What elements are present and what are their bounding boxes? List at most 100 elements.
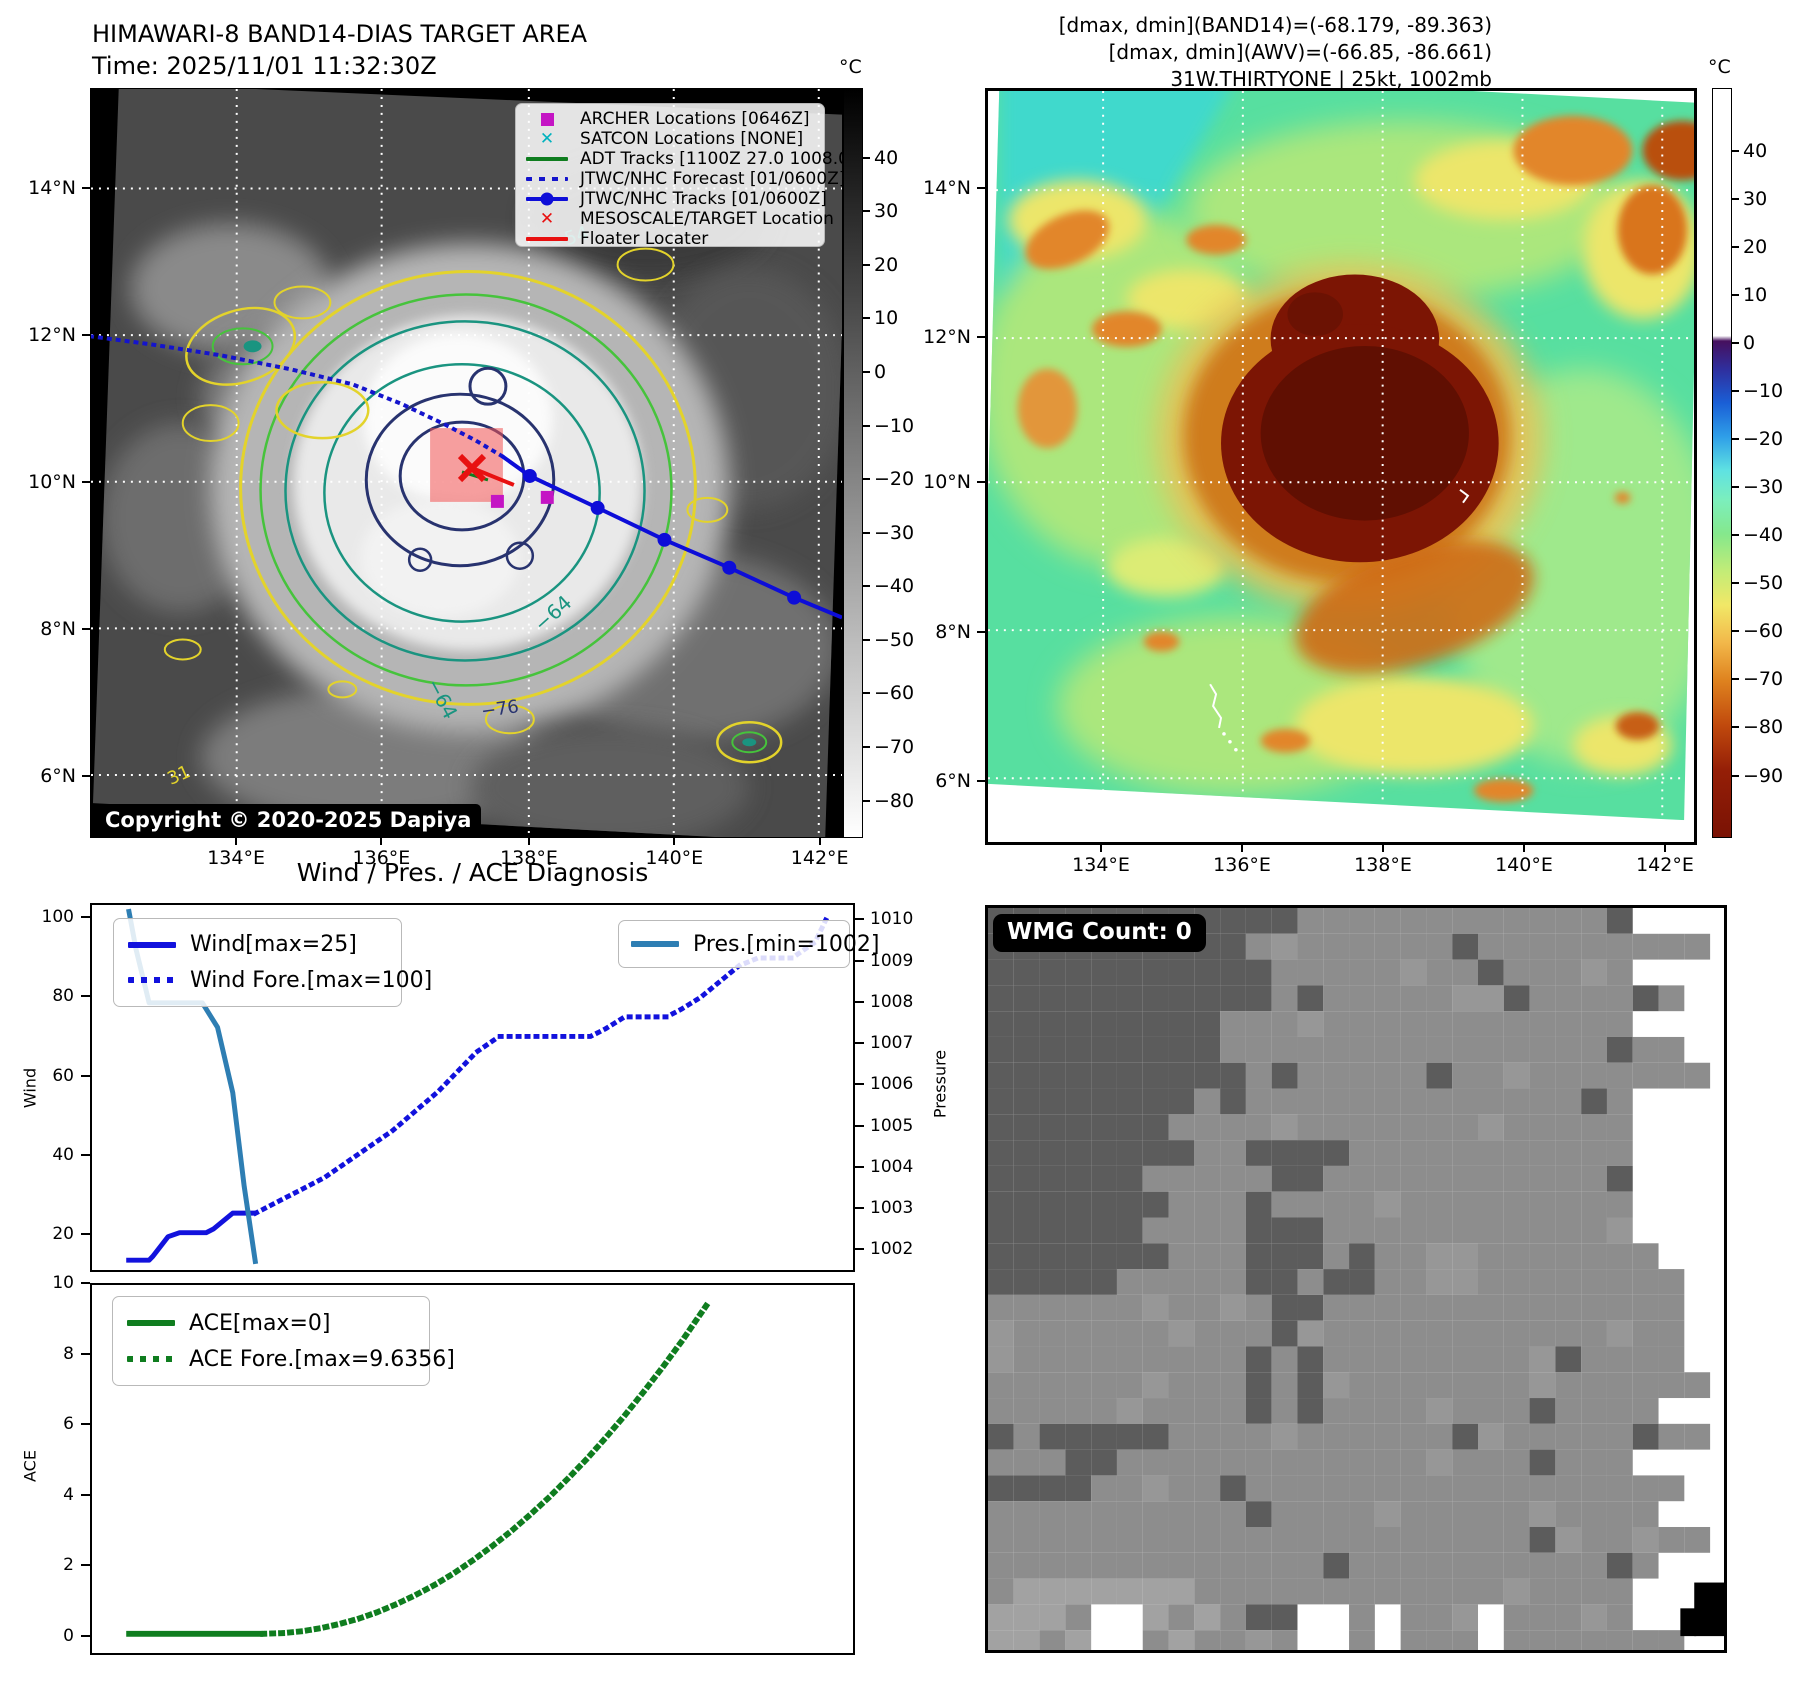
island-outline [1209, 683, 1223, 729]
tick-mark [81, 1493, 90, 1496]
y-tick-label: 1007 [870, 1033, 914, 1054]
tick-mark [1732, 630, 1739, 633]
y-tick-label: 1002 [870, 1239, 914, 1260]
tick-mark [855, 1042, 864, 1045]
dmax-dmin-awv: [dmax, dmin](AWV)=(-66.85, -86.661) [1108, 40, 1492, 64]
tick-mark [81, 1153, 90, 1156]
solid-legend-marker-icon [125, 1320, 177, 1326]
legend-item: Floater Locater [524, 229, 816, 249]
tick-mark [863, 531, 870, 534]
colorbar-tick-label: −50 [1743, 572, 1784, 595]
legend-label: Wind Fore.[max=100] [190, 967, 433, 993]
y-tick-label: 8 [63, 1343, 74, 1364]
y-tick-label: 1010 [870, 909, 914, 930]
band14-colorbar [843, 88, 863, 838]
y-tick-label: 20 [52, 1224, 74, 1245]
legend-label: ARCHER Locations [0646Z] [580, 109, 810, 129]
storm-track-overlay [91, 334, 842, 620]
colorbar-tick-label: 0 [1743, 331, 1756, 354]
solid-legend-marker-icon [524, 157, 570, 161]
y-tick-label: 100 [41, 906, 74, 927]
dotted-legend-marker-icon [125, 1356, 177, 1362]
y-tick-label: 1004 [870, 1156, 914, 1177]
colorbar-tick-label: 20 [1743, 235, 1768, 258]
tick-mark [863, 585, 870, 588]
tick-mark [855, 1083, 864, 1086]
legend-item: Pres.[min=1002] [629, 932, 880, 957]
legend-label: ACE[max=0] [189, 1310, 331, 1336]
legend-label: ACE Fore.[max=9.6356] [189, 1346, 455, 1372]
tick-mark [380, 838, 383, 845]
tick-mark [863, 317, 870, 320]
lon-tick-label: 134°E [207, 847, 265, 869]
tick-mark [977, 481, 985, 484]
awv-header: [dmax, dmin](BAND14)=(-68.179, -89.363) [… [1000, 12, 1492, 93]
pres-legend: Pres.[min=1002] [618, 920, 880, 968]
legend-label: ADT Tracks [1100Z 27.0 1008.0] [580, 149, 856, 169]
legend-item: ACE Fore.[max=9.6356] [125, 1347, 455, 1372]
tick-mark [1732, 197, 1739, 200]
lat-tick-label: 12°N [28, 323, 76, 346]
tick-mark [863, 478, 870, 481]
tick-mark [1100, 845, 1103, 852]
legend-item: JTWC/NHC Tracks [01/0600Z] [524, 189, 827, 209]
tick-mark [81, 995, 90, 998]
x-legend-marker-icon: ✕ [539, 128, 555, 149]
colorbar-tick-label: −30 [1743, 476, 1784, 499]
tick-mark [82, 480, 90, 483]
solid-legend-marker-icon [629, 941, 681, 947]
tick-mark [863, 745, 870, 748]
legend-item: ACE[max=0] [125, 1311, 417, 1336]
legend-label: Wind[max=25] [190, 932, 357, 958]
tick-mark [855, 1248, 864, 1251]
tick-mark [1732, 437, 1739, 440]
lon-tick-label: 136°E [352, 847, 411, 869]
tick-mark [81, 1074, 90, 1077]
y-tick-label: 60 [52, 1065, 74, 1086]
lat-tick-label: 12°N [923, 326, 971, 349]
legend-item: ✕ MESOSCALE/TARGET Location [524, 209, 834, 229]
solid-legend-marker-icon [126, 941, 178, 948]
tick-mark [81, 1282, 90, 1284]
tick-mark [863, 210, 870, 213]
tick-mark [818, 838, 821, 845]
y-tick-label: 4 [63, 1484, 74, 1505]
tick-mark [855, 959, 864, 962]
y-tick-label: 1003 [870, 1198, 914, 1219]
y-tick-label: 1008 [870, 991, 914, 1012]
legend-item: JTWC/NHC Forecast [01/0600Z] [524, 169, 845, 189]
tick-mark [81, 1423, 90, 1426]
tick-mark [1732, 582, 1739, 585]
band14-satellite-image: −64 −64 −54 −76 31 [91, 89, 842, 837]
awv-colorbar [1712, 88, 1732, 838]
tick-mark [673, 838, 676, 845]
lat-tick-label: 14°N [923, 176, 971, 199]
tick-mark [1732, 149, 1739, 152]
diagnosis-title: Wind / Pres. / ACE Diagnosis [296, 858, 649, 887]
ace-plot-area [126, 1298, 713, 1637]
y-tick-label: 1005 [870, 1115, 914, 1136]
colorbar-tick-label: 20 [874, 253, 899, 276]
wmg-panel [985, 905, 1727, 1653]
y-tick-label: 40 [52, 1144, 74, 1165]
tick-mark [863, 638, 870, 641]
tick-mark [855, 918, 864, 921]
lat-tick-label: 14°N [28, 176, 76, 199]
wmg-count-badge: WMG Count: 0 [993, 914, 1206, 952]
tick-mark [81, 1352, 90, 1355]
jtwc-forecast-line [91, 334, 505, 459]
tick-mark [82, 186, 90, 189]
legend-label: SATCON Locations [NONE] [580, 129, 804, 149]
tick-mark [863, 263, 870, 266]
square-legend-marker-icon [524, 112, 570, 126]
tick-mark [1732, 389, 1739, 392]
tick-mark [855, 1165, 864, 1168]
awv-map-panel [985, 88, 1697, 845]
island-outline [1459, 489, 1470, 504]
series-ace-fore-max-9-6356- [260, 1298, 713, 1637]
tick-mark [863, 799, 870, 802]
colorbar-tick-label: −60 [874, 682, 915, 705]
lon-tick-label: 138°E [500, 847, 558, 869]
lat-tick-label: 6°N [40, 764, 76, 787]
lat-tick-label: 6°N [935, 769, 971, 792]
